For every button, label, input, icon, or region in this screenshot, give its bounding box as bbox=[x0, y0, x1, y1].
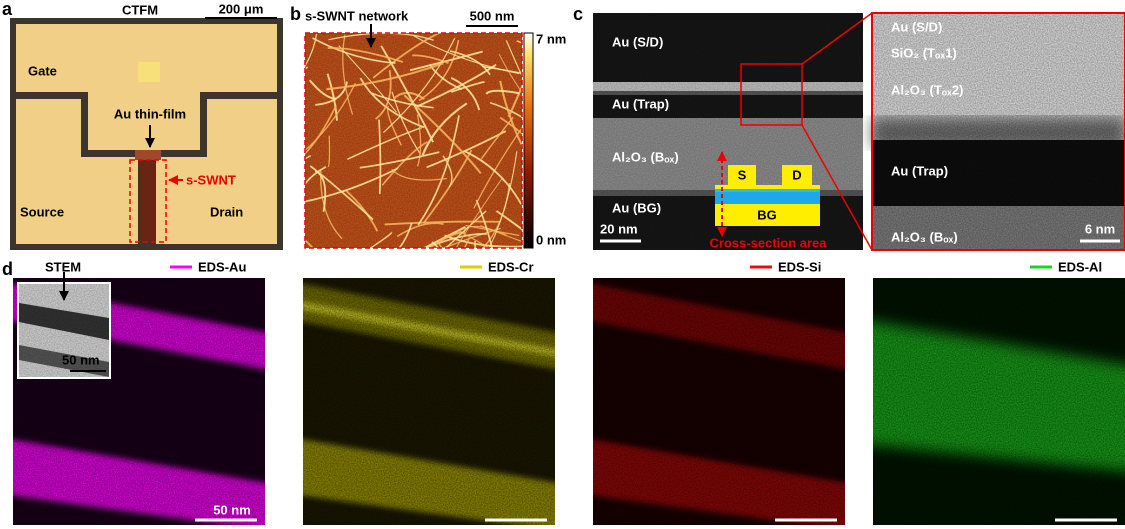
caption: Cross-section area bbox=[709, 235, 827, 250]
label: BG bbox=[757, 207, 777, 222]
label: Drain bbox=[210, 204, 243, 219]
eds-map: EDS-Cr bbox=[283, 259, 575, 529]
scale-label: 6 nm bbox=[1085, 221, 1115, 236]
gate-pad bbox=[138, 62, 160, 82]
layer-label: Al₂O₃ (Bₒₓ) bbox=[612, 149, 679, 164]
panel-c: c Au (S/D) Au (Trap) Al₂O₃ (Bₒₓ) Au (BG)… bbox=[573, 4, 1125, 251]
panel-label: d bbox=[2, 259, 13, 279]
layer-label: Au (BG) bbox=[612, 200, 661, 215]
texture bbox=[873, 278, 1125, 525]
figure: a CTFM 200 μm Gate Au thin-film s-SWNT S… bbox=[0, 0, 1125, 529]
title: CTFM bbox=[122, 2, 158, 17]
panel-a: a CTFM 200 μm Gate Au thin-film s-SWNT S… bbox=[2, 0, 283, 250]
legend-label: EDS-Au bbox=[198, 259, 246, 274]
panel-label: b bbox=[290, 4, 301, 24]
eds-map: EDS-Si bbox=[573, 259, 865, 529]
title: s-SWNT network bbox=[305, 8, 409, 23]
layer-label: Au (S/D) bbox=[612, 34, 663, 49]
schematic-layer bbox=[715, 192, 820, 204]
layer-label: Al₂O₃ (Tₒₓ2) bbox=[891, 82, 963, 97]
legend-label: EDS-Cr bbox=[488, 259, 534, 274]
layer-label: Al₂O₃ (Bₒₓ) bbox=[891, 229, 958, 244]
texture bbox=[593, 278, 845, 525]
scale-label: 500 nm bbox=[470, 8, 515, 23]
label: Gate bbox=[28, 63, 57, 78]
inset-scale-label: 50 nm bbox=[62, 352, 100, 367]
colorbar-max: 7 nm bbox=[536, 31, 566, 46]
inset-title: STEM bbox=[45, 259, 81, 274]
au-film bbox=[135, 150, 161, 160]
bands bbox=[283, 278, 575, 529]
colorbar-min: 0 nm bbox=[536, 232, 566, 247]
texture bbox=[303, 278, 555, 525]
label: D bbox=[792, 167, 801, 182]
panel-label: a bbox=[2, 0, 13, 19]
colorbar bbox=[524, 33, 533, 248]
schematic-layer bbox=[715, 185, 820, 189]
legend-label: EDS-Al bbox=[1058, 259, 1102, 274]
scale-label: 20 nm bbox=[600, 221, 638, 236]
eds-map: EDS-Al bbox=[853, 259, 1125, 525]
texture bbox=[305, 33, 522, 248]
bands bbox=[853, 278, 1125, 525]
bands bbox=[573, 278, 865, 529]
scale-label: 200 μm bbox=[219, 1, 264, 16]
panel-label: c bbox=[573, 4, 583, 24]
label: Source bbox=[20, 204, 64, 219]
layer-label: Au (Trap) bbox=[891, 163, 948, 178]
legend-label: EDS-Si bbox=[778, 259, 821, 274]
label: S bbox=[738, 167, 747, 182]
layer-label: SiO₂ (Tₒₓ1) bbox=[891, 45, 957, 60]
channel bbox=[140, 160, 156, 242]
layer-label: Au (S/D) bbox=[891, 19, 942, 34]
label: Au thin-film bbox=[114, 106, 186, 121]
layer-label: Au (Trap) bbox=[612, 96, 669, 111]
label: s-SWNT bbox=[186, 172, 236, 187]
schematic-layer bbox=[715, 189, 820, 192]
scale-label: 50 nm bbox=[213, 502, 251, 517]
panel-d: d EDS-Au EDS-Cr EDS-Si EDS-Al 50 nm STEM 50 nm bbox=[0, 259, 1125, 529]
